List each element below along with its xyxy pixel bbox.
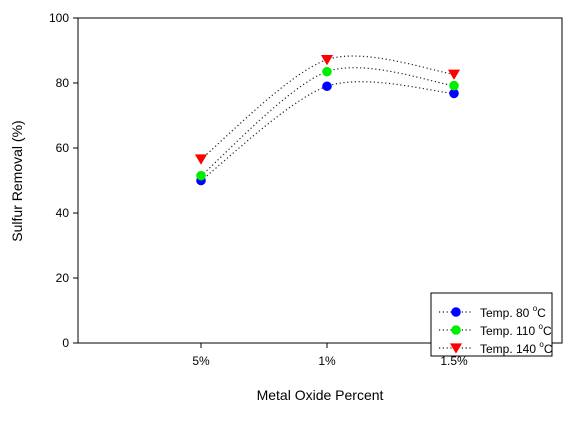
y-tick-label: 100 bbox=[49, 11, 69, 25]
y-axis: 0 20 40 60 80 100 bbox=[49, 11, 78, 350]
y-tick-label: 20 bbox=[56, 271, 70, 285]
legend-marker bbox=[451, 307, 461, 317]
data-point bbox=[196, 170, 206, 181]
y-tick-label: 80 bbox=[56, 76, 70, 90]
data-point bbox=[447, 69, 461, 80]
legend: Temp. 80 oC Temp. 110 oC Temp. 140 oC bbox=[430, 292, 553, 357]
data-point bbox=[322, 66, 332, 77]
x-axis-label: Metal Oxide Percent bbox=[257, 387, 384, 403]
x-tick-label: 1.5% bbox=[440, 354, 468, 368]
data-point bbox=[449, 80, 459, 91]
data-point bbox=[320, 54, 334, 66]
y-tick-label: 40 bbox=[56, 206, 70, 220]
data-point bbox=[322, 81, 332, 92]
legend-marker bbox=[449, 343, 463, 354]
x-tick-label: 1% bbox=[318, 354, 336, 368]
legend-label: Temp. 80 oC bbox=[480, 304, 546, 320]
y-tick-label: 60 bbox=[56, 141, 70, 155]
plot-frame bbox=[77, 17, 563, 344]
x-axis: 5% 1% 1.5% bbox=[192, 343, 468, 368]
y-axis-label: Sulfur Removal (%) bbox=[9, 120, 25, 241]
legend-box bbox=[430, 292, 553, 357]
legend-label: Temp. 110 oC bbox=[480, 322, 552, 338]
fit-curve bbox=[200, 81, 455, 181]
x-tick-label: 5% bbox=[192, 354, 210, 368]
y-tick-label: 0 bbox=[62, 336, 69, 350]
data-points bbox=[194, 54, 461, 186]
data-point bbox=[194, 154, 208, 165]
legend-marker bbox=[451, 325, 461, 335]
legend-label: Temp. 140 oC bbox=[480, 340, 553, 356]
